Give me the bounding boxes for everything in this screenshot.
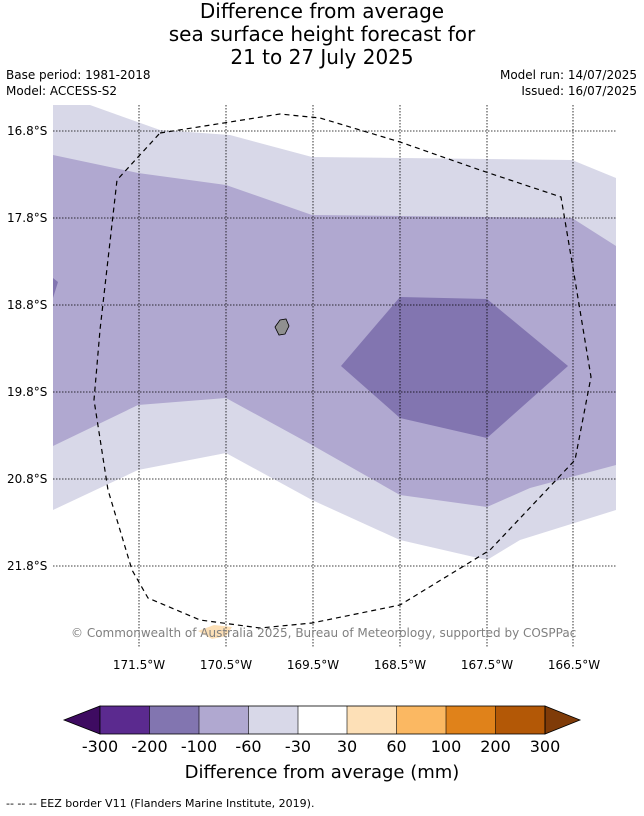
colorbar-title: Difference from average (mm): [184, 762, 460, 783]
title-line-2: sea surface height forecast for: [168, 22, 476, 46]
lat-label-2: 17.8°S: [7, 211, 48, 225]
lat-label-6: 21.8°S: [7, 559, 48, 573]
lon-label-4: 168.5°W: [373, 658, 427, 672]
title-line-1: Difference from average: [199, 0, 445, 23]
colorbar-swatch-9: [495, 706, 545, 734]
band-positive-patch: [198, 625, 232, 639]
colorbar-swatch-3: [199, 706, 249, 734]
colorbar-tick-4: -60: [235, 737, 262, 756]
eez-legend-footer: -- -- -- EEZ border V11 (Flanders Marine…: [6, 797, 315, 810]
lat-label-5: 20.8°S: [7, 472, 48, 486]
colorbar-tick-10: 300: [529, 737, 561, 756]
colorbar-swatch-8: [446, 706, 496, 734]
colorbar-frame: [99, 705, 546, 735]
colorbar-tick-3: -100: [180, 737, 218, 756]
colorbar-swatch-5: [298, 706, 347, 734]
lon-label-3: 169.5°W: [286, 658, 340, 672]
lon-label-6: 166.5°W: [547, 658, 601, 672]
issued-date: Issued: 16/07/2025: [521, 84, 637, 98]
colorbar-tick-1: -300: [81, 737, 119, 756]
colorbar-tick-9: 200: [480, 737, 511, 756]
base-period: Base period: 1981-2018: [6, 68, 151, 82]
lat-label-3: 18.8°S: [7, 298, 48, 312]
lon-label-1: 171.5°W: [112, 658, 166, 672]
band-dark-sliver: [53, 278, 58, 298]
colorbar-swatch-4: [248, 706, 298, 734]
colorbar-dividers: [149, 706, 496, 734]
colorbar-swatch-2: [149, 706, 199, 734]
copyright-notice: © Commonwealth of Australia 2025, Bureau…: [71, 626, 577, 640]
island-land: [274, 318, 290, 336]
colorbar-extend-high: [544, 705, 582, 735]
colorbar-tick-7: 60: [386, 737, 407, 756]
colorbar: [62, 705, 582, 735]
meta-right: Model run: 14/07/2025 Issued: 16/07/2025: [500, 67, 637, 99]
colorbar-swatch-7: [396, 706, 446, 734]
latitude-gridlines: [53, 130, 616, 567]
lat-label-1: 16.8°S: [7, 124, 48, 138]
model-name: Model: ACCESS-S2: [6, 84, 118, 98]
colorbar-tick-6: 30: [336, 737, 358, 756]
lat-label-4: 19.8°S: [7, 385, 48, 399]
longitude-gridlines: [138, 105, 574, 648]
colorbar-swatch-1: [100, 706, 150, 734]
lon-label-2: 170.5°W: [199, 658, 253, 672]
lon-label-5: 167.5°W: [460, 658, 514, 672]
colorbar-swatch-6: [347, 706, 397, 734]
meta-left: Base period: 1981-2018 Model: ACCESS-S2: [6, 67, 151, 99]
colorbar-extend-low: [62, 705, 101, 735]
chart-title: Difference from average sea surface heig…: [0, 0, 644, 69]
colorbar-tick-5: -30: [284, 737, 312, 756]
eez-border: [93, 113, 592, 629]
sea-surface-height-map: [53, 105, 616, 648]
colorbar-tick-2: -200: [131, 737, 168, 756]
model-run: Model run: 14/07/2025: [499, 68, 637, 82]
colorbar-tick-8: 100: [430, 737, 462, 756]
band-dark-purple: [341, 297, 568, 438]
title-line-3: 21 to 27 July 2025: [230, 45, 414, 69]
